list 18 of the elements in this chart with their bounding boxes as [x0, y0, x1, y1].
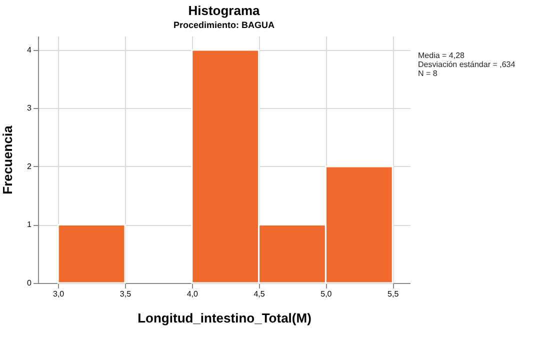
y-tick-label: 2	[27, 162, 32, 171]
text: Media = 4,28	[418, 51, 466, 60]
chart-subtitle: Procedimiento: BAGUA	[173, 20, 275, 30]
chart-title: Histograma	[188, 3, 261, 18]
y-tick-label: 1	[27, 220, 32, 230]
y-axis-title: Frecuencia	[0, 124, 16, 194]
x-axis-title: Longitud_intestino_Total(M)	[138, 310, 312, 326]
x-tick-label: 5,5	[388, 290, 400, 298]
x-tick-label: 4,5	[254, 290, 266, 298]
y-tick-label: 0	[27, 278, 32, 288]
y-tick-label: 4	[27, 45, 32, 54]
text: N = 8	[418, 69, 438, 78]
text: Desviación estándar = ,634	[418, 60, 516, 69]
x-tick-label: 4,0	[186, 290, 198, 298]
y-tick-label: 3	[27, 104, 32, 113]
x-tick-label: 3,5	[120, 290, 132, 298]
x-tick-label: 3,0	[53, 290, 65, 298]
x-tick-label: 5,0	[320, 290, 332, 298]
